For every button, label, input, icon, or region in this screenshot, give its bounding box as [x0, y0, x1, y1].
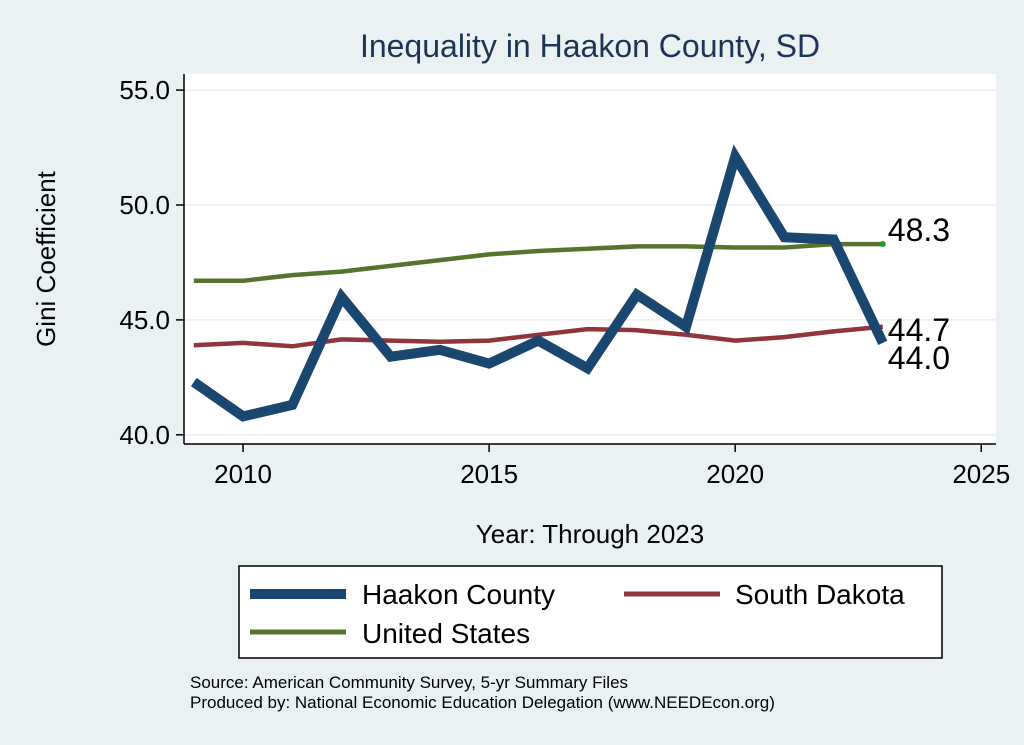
end-label-haakon-county: 44.0 — [888, 340, 950, 376]
x-axis-ticks: 2010 2015 2020 2025 — [214, 444, 1010, 489]
series-line-united-states — [193, 241, 883, 284]
y-axis-ticks: 40.0 45.0 50.0 55.0 — [119, 75, 184, 450]
legend-label-united-states: United States — [362, 618, 530, 649]
end-labels: 44.044.7 48.3 — [888, 212, 950, 376]
x-tick-label: 2020 — [706, 459, 764, 489]
series-line-haakon-county — [190, 144, 888, 422]
y-tick-label: 40.0 — [119, 420, 170, 450]
footer-produced-by: Produced by: National Economic Education… — [190, 693, 775, 712]
x-axis-label: Year: Through 2023 — [476, 519, 704, 549]
legend: Haakon County South Dakota United States — [238, 565, 943, 659]
plot-area — [184, 74, 996, 444]
y-tick-label: 55.0 — [119, 75, 170, 105]
legend-label-south-dakota: South Dakota — [735, 579, 905, 610]
series-line-south-dakota — [193, 324, 884, 349]
legend-label-haakon-county: Haakon County — [362, 579, 555, 610]
footer-source: Source: American Community Survey, 5-yr … — [190, 673, 628, 692]
legend-box — [238, 565, 943, 659]
x-tick-label: 2015 — [460, 459, 518, 489]
data-series — [190, 144, 888, 422]
end-point-united-states — [879, 241, 886, 248]
y-axis-label: Gini Coefficient — [31, 170, 61, 347]
grid-lines — [184, 89, 996, 436]
y-tick-label: 45.0 — [119, 305, 170, 335]
end-label-south-dakota: 44.7 — [888, 312, 950, 348]
x-tick-label: 2010 — [214, 459, 272, 489]
end-label-united-states: 48.3 — [888, 212, 950, 248]
y-tick-label: 50.0 — [119, 190, 170, 220]
chart-title: Inequality in Haakon County, SD — [360, 28, 820, 64]
x-tick-label: 2025 — [952, 459, 1010, 489]
